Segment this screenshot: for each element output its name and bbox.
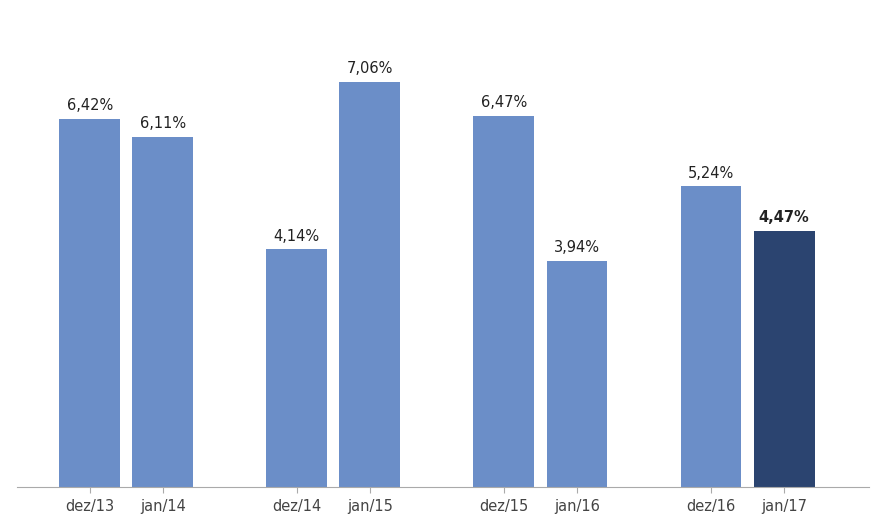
Text: 7,06%: 7,06%	[346, 61, 393, 76]
Text: 4,14%: 4,14%	[274, 229, 320, 244]
Text: 6,11%: 6,11%	[140, 116, 186, 131]
Bar	[132, 136, 193, 487]
Text: 3,94%: 3,94%	[554, 240, 600, 255]
Bar	[547, 261, 608, 487]
Text: 5,24%: 5,24%	[688, 166, 734, 181]
Bar	[339, 82, 400, 487]
Text: 4,47%: 4,47%	[758, 210, 810, 225]
Bar	[754, 230, 814, 487]
Bar	[680, 186, 742, 487]
Text: 6,42%: 6,42%	[66, 98, 113, 113]
Bar	[59, 119, 120, 487]
Bar	[267, 250, 327, 487]
Text: 6,47%: 6,47%	[481, 95, 527, 110]
Bar	[473, 116, 534, 487]
